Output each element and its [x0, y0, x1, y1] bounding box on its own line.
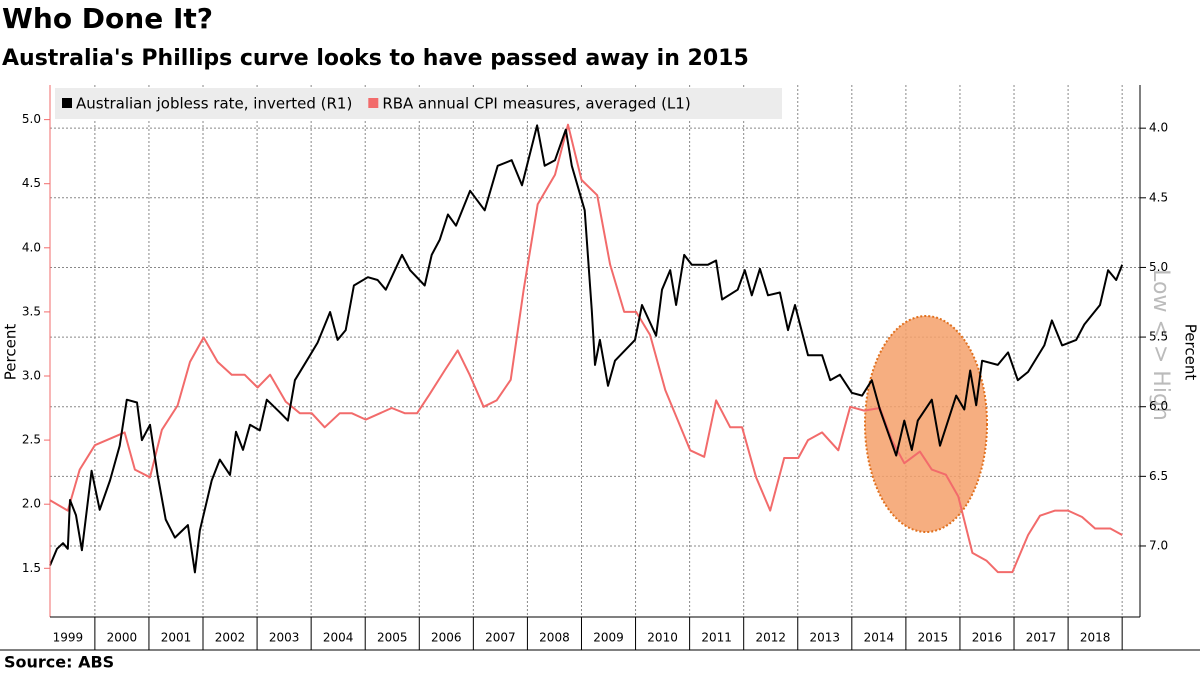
y-tick-label: 3.0: [22, 368, 41, 382]
legend-box: [55, 88, 782, 119]
y-axis-label: Percent: [2, 324, 20, 381]
x-tick-label: 2017: [1026, 631, 1057, 645]
x-tick-label: 2004: [323, 631, 354, 645]
source: Source: ABS: [4, 653, 114, 672]
chart-title: Who Done It?: [2, 2, 213, 35]
y2-axis-label: Percent: [1182, 324, 1200, 381]
x-tick-label: 2018: [1080, 631, 1111, 645]
x-tick-label: 2014: [864, 631, 895, 645]
x-tick-label: 2005: [377, 631, 408, 645]
legend: Australian jobless rate, inverted (R1) RB…: [62, 95, 691, 113]
y2-tick-label: 5.0: [1149, 260, 1168, 274]
y2-tick-label: 6.5: [1149, 469, 1168, 483]
x-tick-label: 2006: [431, 631, 462, 645]
x-tick-label: 2001: [161, 631, 192, 645]
legend-marker: [62, 98, 72, 108]
y-tick-label: 3.5: [22, 304, 41, 318]
y2-tick-label: 6.0: [1149, 399, 1168, 413]
legend-marker: [368, 98, 379, 108]
x-tick-label: 2012: [755, 631, 786, 645]
y-tick-label: 4.5: [22, 176, 41, 190]
x-tick-label: 2013: [810, 631, 841, 645]
y2-tick-label: 4.5: [1149, 190, 1168, 204]
x-tick-label: 2000: [107, 631, 138, 645]
series-line: [49, 123, 1123, 574]
x-tick-label: 2003: [269, 631, 300, 645]
x-tick-label: 2007: [485, 631, 516, 645]
y-tick-label: 2.0: [22, 497, 41, 511]
y-tick-label: 4.0: [22, 240, 41, 254]
x-tick-label: 2009: [593, 631, 624, 645]
x-tick-label: 1999: [53, 631, 84, 645]
x-tick-label: 2011: [701, 631, 732, 645]
x-tick-label: 2015: [918, 631, 949, 645]
x-tick-label: 2010: [647, 631, 678, 645]
y2-tick-label: 5.5: [1149, 330, 1168, 344]
y-tick-label: 1.5: [22, 561, 41, 575]
chart-subtitle: Australia's Phillips curve looks to have…: [2, 46, 749, 71]
x-tick-label: 2008: [539, 631, 570, 645]
y-tick-label: 2.5: [22, 433, 41, 447]
legend-label: Australian jobless rate, inverted (R1): [76, 95, 352, 113]
lines: [49, 123, 1124, 574]
y2-tick-label: 7.0: [1149, 538, 1168, 552]
highlight-ellipse: [864, 315, 988, 533]
y-tick-label: 5.0: [22, 112, 41, 126]
annotation: Low < > High: [1148, 269, 1173, 421]
y2-tick-label: 4.0: [1149, 121, 1168, 135]
legend-label: RBA annual CPI measures, averaged (L1): [382, 95, 690, 113]
x-tick-label: 2016: [972, 631, 1003, 645]
x-tick-label: 2002: [215, 631, 246, 645]
series-line: [49, 124, 1124, 574]
